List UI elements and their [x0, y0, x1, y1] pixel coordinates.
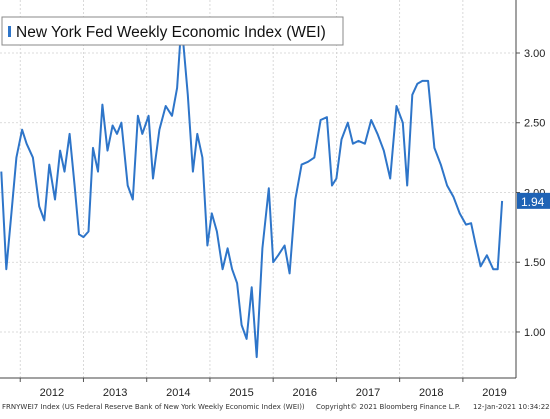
grid-lines — [0, 0, 516, 378]
y-tick-label: 3.00 — [524, 48, 545, 60]
series-line-wei — [0, 21, 504, 359]
x-tick-label: 2017 — [356, 387, 380, 399]
x-tick-label: 2018 — [419, 387, 443, 399]
footer-timestamp: 12-Jan-2021 10:34:22 — [473, 403, 550, 411]
x-tick-label: 2012 — [40, 387, 64, 399]
legend-swatch — [8, 26, 11, 37]
x-tick-label: 2016 — [293, 387, 317, 399]
legend: New York Fed Weekly Economic Index (WEI) — [1, 16, 344, 46]
last-value-box — [517, 192, 550, 209]
y-tick-label: 1.00 — [524, 327, 545, 339]
chart-footer: FRNYWEI7 Index (US Federal Reserve Bank … — [0, 401, 550, 414]
legend-label: New York Fed Weekly Economic Index (WEI) — [16, 24, 326, 41]
x-tick-label: 2015 — [229, 387, 253, 399]
x-tick-label: 2014 — [166, 387, 190, 399]
chart-axes: 1.001.502.002.503.0020122013201420152016… — [0, 0, 545, 399]
last-value-label: 1.94 — [521, 195, 545, 209]
x-tick-label: 2019 — [482, 387, 506, 399]
series-layer — [0, 21, 504, 359]
footer-ticker: FRNYWEI7 Index (US Federal Reserve Bank … — [2, 403, 305, 411]
legend-box — [1, 16, 344, 46]
footer-copyright: Copyright© 2021 Bloomberg Finance L.P. — [316, 403, 461, 411]
last-value-layer: 1.94 — [517, 192, 550, 209]
y-tick-label: 1.50 — [524, 257, 545, 269]
y-tick-label: 2.50 — [524, 118, 545, 130]
x-tick-label: 2013 — [103, 387, 127, 399]
